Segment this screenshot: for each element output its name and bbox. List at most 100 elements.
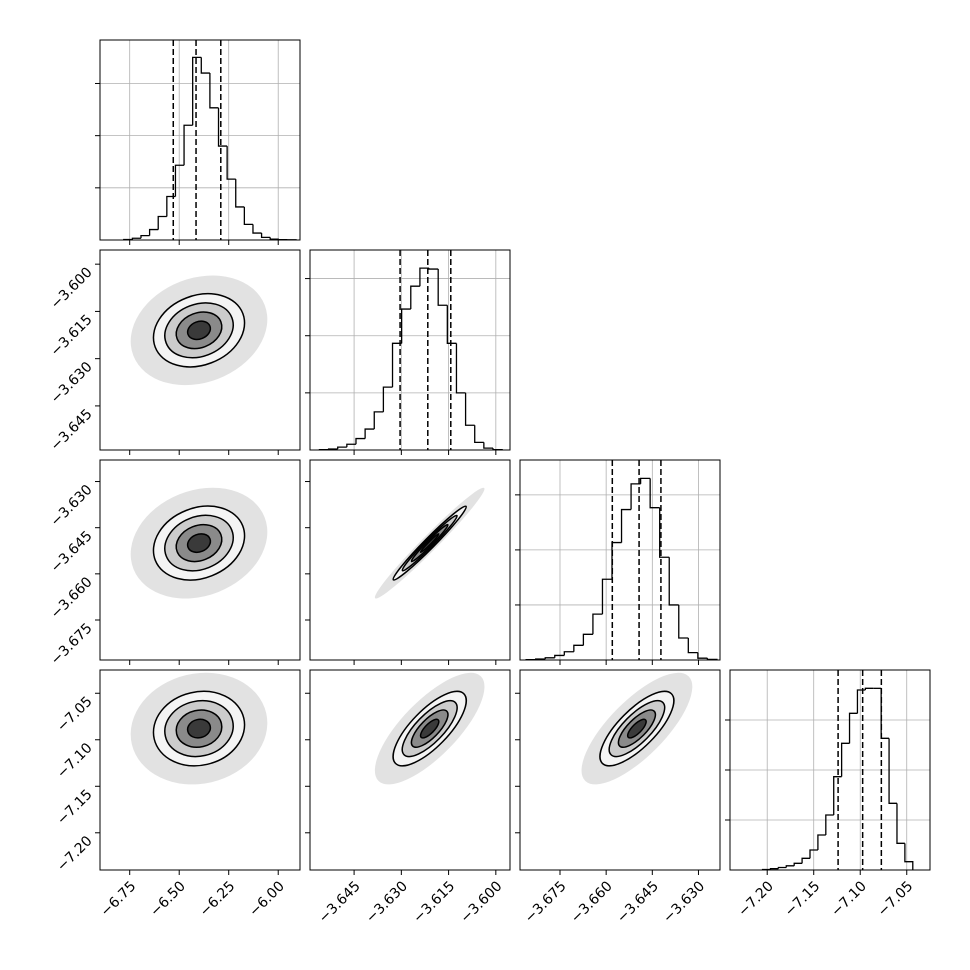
histogram-bin (174, 164, 185, 197)
panel-frame (309, 249, 511, 451)
histogram-bin (611, 541, 622, 580)
contour (186, 320, 212, 341)
x-tick-label: −3.630 (660, 878, 708, 926)
histogram-bin (809, 849, 818, 859)
y-tick-label: −7.15 (54, 787, 96, 829)
histogram-bin (659, 507, 670, 558)
histogram-bin (639, 477, 651, 484)
y-tick-label: −3.615 (48, 312, 96, 360)
x-tick-label: −3.600 (458, 878, 506, 926)
panel-frame (729, 669, 931, 871)
histogram-bin (455, 343, 466, 394)
histogram-bin (140, 235, 150, 239)
histogram-bin (346, 443, 356, 448)
histogram-bin (678, 604, 689, 639)
y-tick-label: −7.05 (54, 694, 96, 736)
panel-frame (99, 669, 301, 871)
histogram-bin (825, 814, 834, 835)
histogram-bin (382, 386, 393, 412)
histogram-bin (554, 654, 565, 658)
histogram-bin (157, 215, 167, 230)
x-tick-label: −3.660 (568, 878, 616, 926)
histogram-bin (235, 179, 245, 208)
contour (186, 718, 212, 739)
panel-frame (99, 459, 301, 661)
contour (419, 718, 440, 739)
histogram-bin (687, 637, 698, 654)
histogram-bin (864, 687, 874, 690)
histogram-bin (904, 843, 914, 870)
histogram-bin (437, 269, 448, 306)
histogram-bin (226, 146, 236, 180)
x-tick-label: −6.75 (98, 878, 140, 920)
y-tick-label: −3.675 (48, 620, 96, 668)
x-tick-label: −3.645 (316, 878, 364, 926)
x-tick-label: −3.645 (614, 878, 662, 926)
histogram-bin (801, 857, 810, 864)
histogram-bin (200, 57, 210, 74)
histogram-bin (373, 411, 384, 430)
histogram-bin (464, 392, 475, 426)
x-tick-label: −3.675 (522, 878, 570, 926)
histogram-bin (833, 776, 842, 815)
panel-frame (99, 39, 301, 241)
histogram-bin (785, 865, 795, 868)
panel-frame (519, 459, 721, 661)
panel-frame (309, 669, 511, 871)
histogram-bin (535, 658, 546, 660)
histogram-bin (848, 712, 858, 744)
histogram-bin (573, 644, 584, 652)
histogram-bin (601, 578, 612, 615)
histogram-bin (355, 437, 366, 445)
density (130, 672, 268, 785)
x-tick-label: −3.615 (410, 878, 458, 926)
histogram-bin (401, 308, 411, 344)
y-tick-label: −3.600 (48, 265, 96, 313)
histogram-bin (260, 233, 271, 239)
density (130, 487, 268, 599)
histogram-bin (592, 613, 603, 635)
contour (186, 533, 212, 554)
y-tick-label: −3.630 (48, 482, 96, 530)
histogram-bin (337, 446, 347, 450)
histogram-bin (391, 342, 402, 388)
density (374, 487, 485, 599)
x-tick-label: −7.05 (875, 878, 917, 920)
histogram-bin (410, 285, 420, 310)
x-tick-label: −3.630 (363, 878, 411, 926)
histogram-bin (166, 195, 176, 217)
density (581, 672, 693, 785)
y-tick-label: −3.630 (48, 359, 96, 407)
histogram-bin (817, 834, 826, 850)
y-tick-label: −7.20 (54, 833, 96, 875)
histogram-bin (474, 425, 484, 444)
panel-frame (519, 669, 721, 871)
contour (626, 718, 647, 739)
histogram-bin (777, 866, 787, 869)
histogram-bin (217, 107, 228, 147)
contour (419, 533, 440, 554)
histogram-bin (131, 237, 141, 240)
y-tick-label: −7.10 (54, 740, 96, 782)
histogram-bin (364, 428, 375, 439)
histogram-bin (888, 738, 897, 804)
histogram-bin (544, 657, 555, 660)
x-tick-label: −6.00 (246, 878, 288, 920)
x-tick-label: −6.50 (147, 878, 189, 920)
panel-frame (309, 459, 511, 661)
histogram-bin (620, 508, 632, 543)
x-tick-label: −7.10 (828, 878, 870, 920)
histogram-bin (668, 557, 679, 606)
histogram-bin (483, 442, 493, 449)
histogram-bin (243, 206, 253, 225)
histogram-bin (428, 268, 439, 270)
histogram-bin (209, 73, 219, 109)
density (374, 672, 485, 785)
histogram-bin (183, 124, 193, 166)
histogram-bin (840, 742, 850, 777)
histogram-bin (419, 267, 430, 287)
histogram-bin (582, 633, 593, 646)
panel-frame (99, 249, 301, 451)
histogram-bin (880, 688, 890, 739)
y-tick-label: −3.645 (48, 406, 96, 454)
